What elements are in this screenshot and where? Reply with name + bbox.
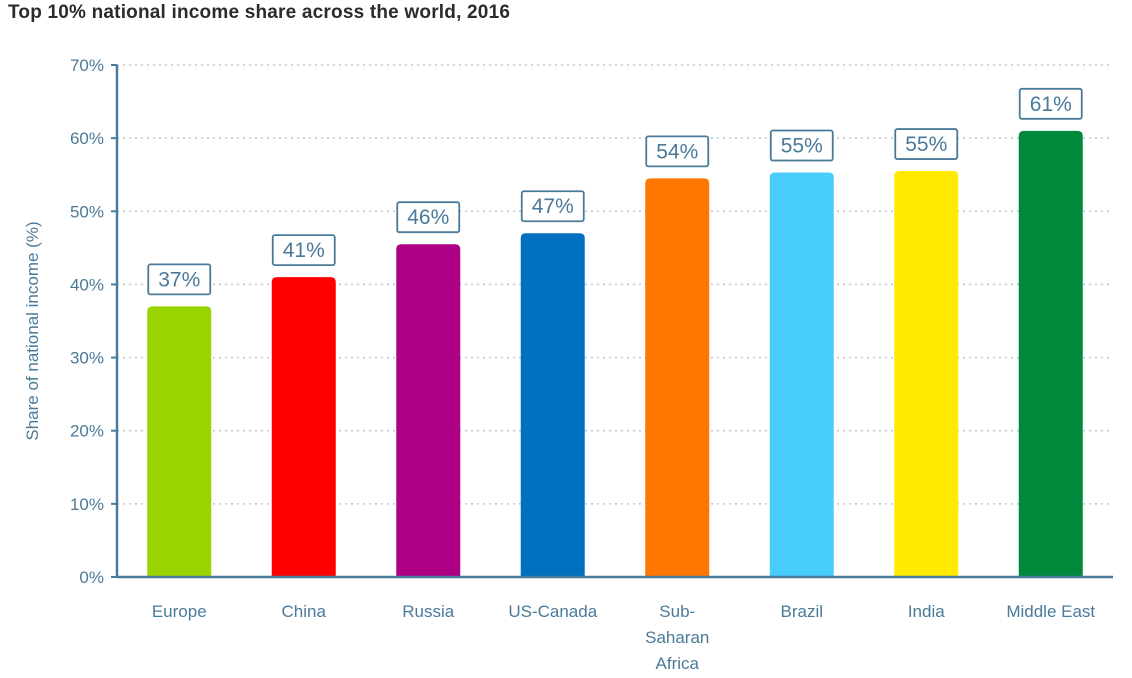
data-label: 61% (1030, 93, 1072, 116)
y-tick-label: 10% (70, 495, 104, 514)
y-axis-ticks: 0% 10% 20% 30% 40% 50% 60% 70% (70, 56, 117, 587)
bar (396, 244, 461, 577)
bar (769, 172, 834, 577)
data-label-box (769, 129, 834, 162)
bar (520, 233, 585, 577)
x-category-label: US-Canada (508, 602, 597, 621)
data-labels: 37% 41% 46% 47% 54% 55% 55% 61% (147, 87, 1083, 296)
data-label: 55% (781, 135, 823, 158)
x-category-label: Brazil (780, 602, 823, 621)
bars (147, 130, 1083, 578)
data-label-box (520, 190, 585, 223)
y-tick-label: 60% (70, 129, 104, 148)
data-label-box (1018, 87, 1083, 120)
bar (147, 306, 212, 577)
x-category-label: Russia (402, 602, 455, 621)
y-tick-label: 0% (79, 568, 104, 587)
data-label: 41% (283, 239, 325, 262)
data-label: 54% (656, 140, 698, 163)
data-label-box (147, 263, 212, 296)
x-category-label: Europe (152, 602, 207, 621)
chart-title: Top 10% national income share across the… (8, 2, 511, 23)
x-category-label: China (282, 602, 327, 621)
y-tick-label: 30% (70, 349, 104, 368)
bar (894, 171, 959, 578)
data-label-box (645, 135, 710, 168)
data-label-box (396, 201, 461, 234)
y-tick-label: 70% (70, 56, 104, 75)
x-category-label: Middle East (1006, 602, 1095, 621)
data-label: 47% (532, 195, 574, 218)
y-tick-label: 20% (70, 422, 104, 441)
data-label: 55% (905, 133, 947, 156)
y-axis-label: Share of national income (%) (23, 221, 42, 440)
x-axis-categories: Europe China Russia US-Canada Sub-Saharan Afr… (152, 602, 1096, 673)
bar (1018, 130, 1083, 578)
x-category-label: India (908, 602, 945, 621)
y-tick-label: 50% (70, 202, 104, 221)
data-label-box (271, 234, 336, 267)
data-label-box (894, 128, 959, 160)
data-label: 37% (158, 268, 200, 291)
bar (645, 178, 710, 577)
x-category-label: Sub-Saharan Africa (645, 602, 709, 673)
bar (271, 277, 336, 577)
y-tick-label: 40% (70, 275, 104, 294)
gridlines (117, 64, 1113, 505)
data-label: 46% (407, 206, 449, 229)
